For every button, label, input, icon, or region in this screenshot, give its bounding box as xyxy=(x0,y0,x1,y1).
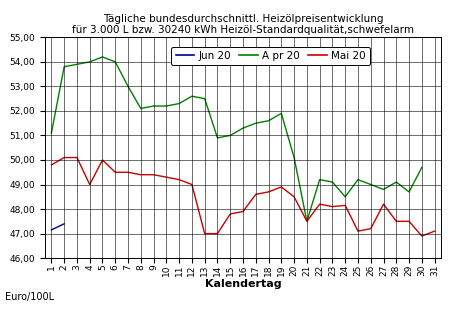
X-axis label: Kalendertag: Kalendertag xyxy=(205,279,281,289)
Title: Tägliche bundesdurchschnittl. Heizölpreisentwicklung
für 3.000 L bzw. 30240 kWh : Tägliche bundesdurchschnittl. Heizölprei… xyxy=(72,14,414,35)
Text: Euro/100L: Euro/100L xyxy=(4,292,54,302)
Legend: Jun 20, A pr 20, Mai 20: Jun 20, A pr 20, Mai 20 xyxy=(171,47,370,65)
